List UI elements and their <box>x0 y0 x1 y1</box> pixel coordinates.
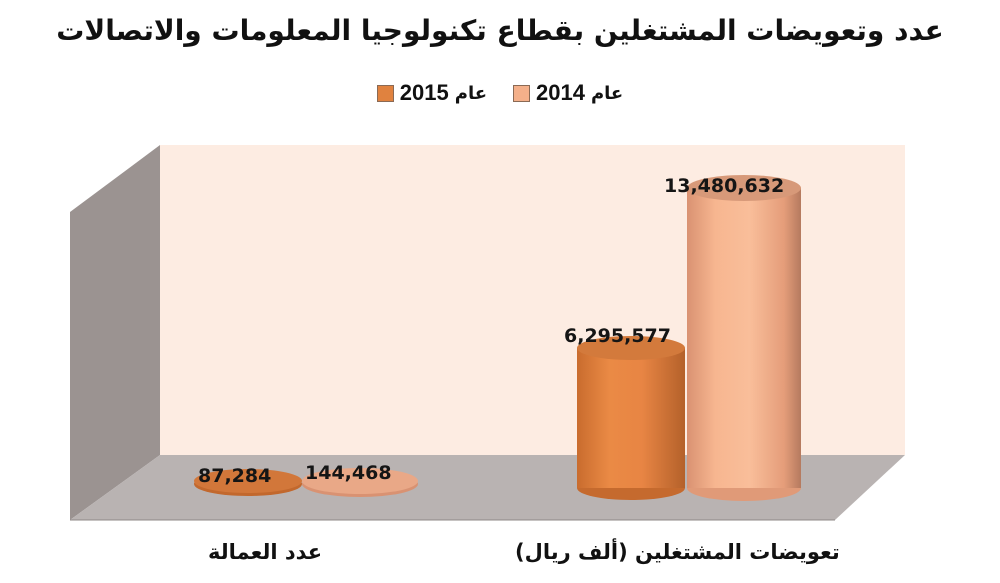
bar-2015-employment <box>194 469 302 496</box>
legend-item-2015: عام 2015 <box>376 80 487 106</box>
side-wall <box>70 145 160 520</box>
legend-prefix: عام <box>590 82 624 104</box>
legend-prefix: عام <box>454 82 487 104</box>
legend-swatch-2014 <box>513 84 530 102</box>
category-label-employment: عدد العمالة <box>208 540 323 564</box>
legend-label: 2015 <box>399 80 449 105</box>
value-label-2015-employment: 87,284 <box>198 465 272 487</box>
value-label-2014-compensation: 13,480,632 <box>664 175 785 197</box>
value-label-2014-employment: 144,468 <box>305 462 392 484</box>
legend-item-2014: عام 2014 <box>513 80 623 106</box>
bar-2015-compensation <box>577 336 685 500</box>
chart-title: عدد وتعويضات المشتغلين بقطاع تكنولوجيا ا… <box>56 14 944 47</box>
category-label-compensation: تعويضات المشتغلين (ألف ريال) <box>515 540 840 564</box>
legend-label: 2014 <box>536 80 585 105</box>
value-label-2015-compensation: 6,295,577 <box>564 325 671 347</box>
bar-2014-compensation <box>687 175 801 501</box>
legend-swatch-2015 <box>376 84 394 102</box>
bar-2014-employment <box>302 468 418 497</box>
chart-legend: عام 2014 عام 2015 <box>0 80 1000 106</box>
